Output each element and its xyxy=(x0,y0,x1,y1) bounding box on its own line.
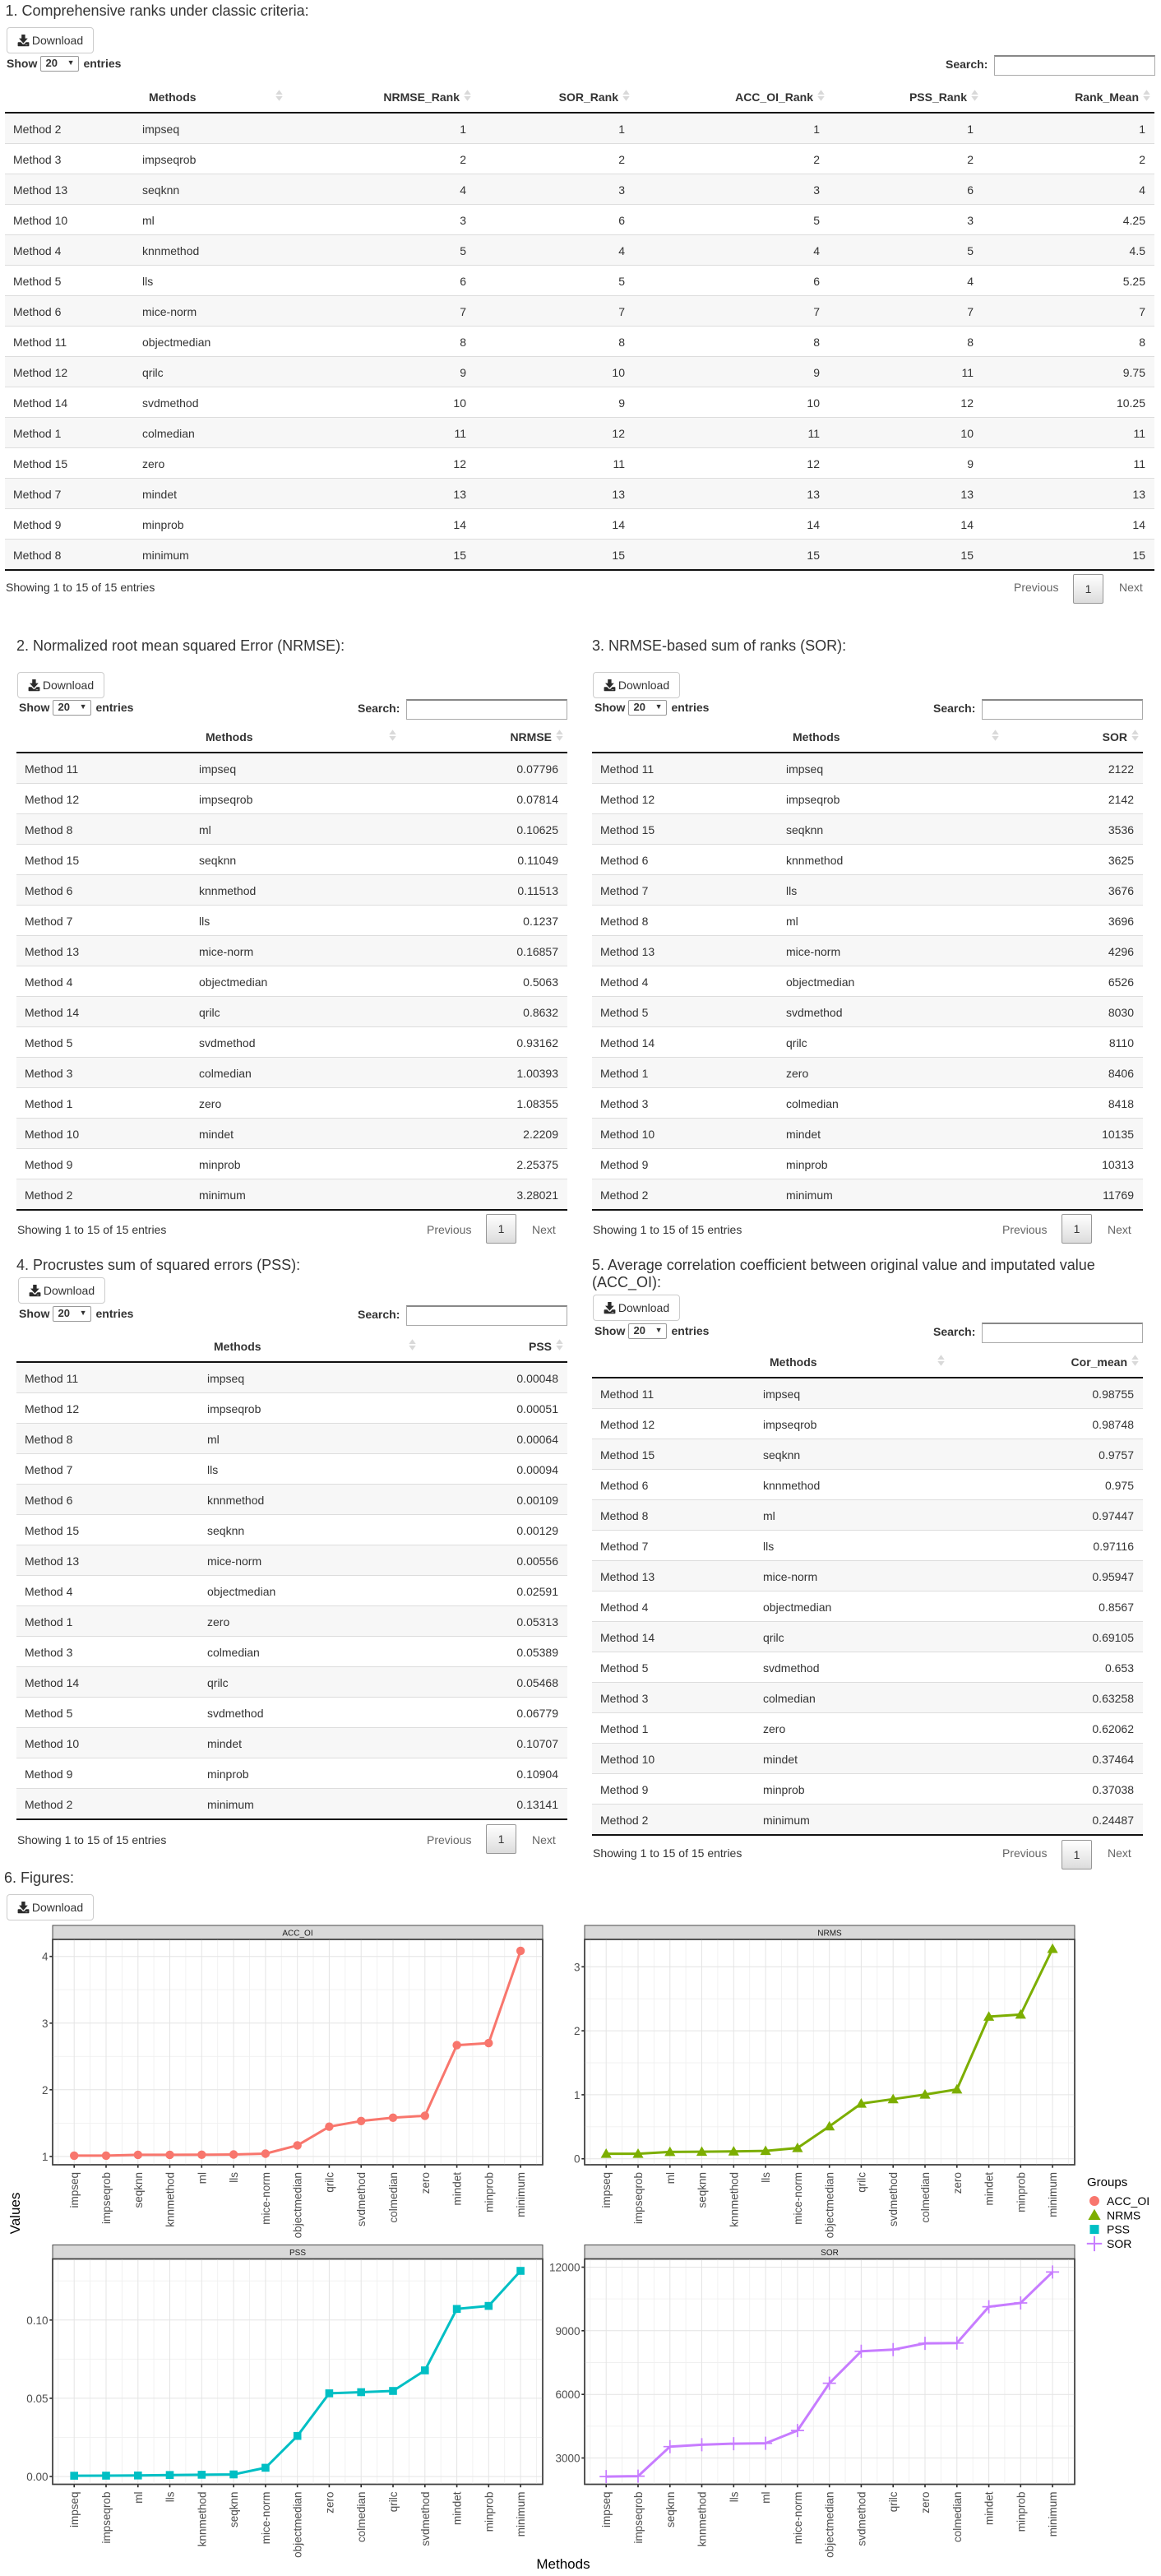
svg-text:SOR: SOR xyxy=(821,2249,839,2258)
svg-text:knnmethod: knnmethod xyxy=(696,2492,709,2547)
svg-text:1: 1 xyxy=(574,2089,580,2101)
svg-text:lls: lls xyxy=(760,2172,772,2183)
svg-text:colmedian: colmedian xyxy=(951,2492,964,2543)
svg-text:ACC_OI: ACC_OI xyxy=(1107,2194,1149,2208)
svg-text:12000: 12000 xyxy=(549,2262,580,2274)
svg-text:objectmedian: objectmedian xyxy=(824,2492,836,2558)
svg-text:1: 1 xyxy=(42,2151,49,2163)
svg-text:ml: ml xyxy=(664,2172,677,2184)
svg-text:ml: ml xyxy=(196,2172,208,2184)
svg-text:minimum: minimum xyxy=(515,2492,527,2537)
svg-text:impseq: impseq xyxy=(600,2492,613,2528)
svg-text:objectmedian: objectmedian xyxy=(292,2172,304,2238)
svg-text:impseq: impseq xyxy=(68,2172,81,2208)
svg-text:knnmethod: knnmethod xyxy=(164,2172,177,2227)
svg-text:svdmethod: svdmethod xyxy=(419,2492,432,2546)
svg-text:impseqrob: impseqrob xyxy=(632,2492,645,2544)
svg-text:mindet: mindet xyxy=(451,2491,464,2525)
svg-text:impseqrob: impseqrob xyxy=(100,2492,113,2544)
svg-text:qrilc: qrilc xyxy=(387,2491,400,2512)
svg-text:SOR: SOR xyxy=(1107,2237,1131,2250)
svg-text:seqknn: seqknn xyxy=(132,2172,145,2208)
svg-text:objectmedian: objectmedian xyxy=(292,2492,304,2558)
svg-text:lls: lls xyxy=(228,2172,240,2183)
svg-text:NRMS: NRMS xyxy=(817,1930,842,1939)
svg-text:svdmethod: svdmethod xyxy=(355,2172,368,2226)
svg-text:svdmethod: svdmethod xyxy=(855,2492,867,2546)
svg-text:seqknn: seqknn xyxy=(664,2492,677,2528)
svg-text:minimum: minimum xyxy=(515,2172,527,2217)
svg-text:ml: ml xyxy=(760,2492,772,2504)
svg-text:seqknn: seqknn xyxy=(228,2492,240,2528)
svg-text:ACC_OI: ACC_OI xyxy=(282,1930,312,1939)
svg-text:2: 2 xyxy=(574,2025,580,2037)
svg-text:4: 4 xyxy=(42,1951,49,1963)
svg-text:seqknn: seqknn xyxy=(696,2172,709,2208)
svg-text:knnmethod: knnmethod xyxy=(196,2492,208,2547)
svg-text:mindet: mindet xyxy=(983,2491,996,2525)
svg-text:qrilc: qrilc xyxy=(855,2172,867,2193)
svg-text:Methods: Methods xyxy=(536,2556,590,2572)
svg-text:3000: 3000 xyxy=(555,2453,580,2465)
svg-text:minprob: minprob xyxy=(483,2492,495,2532)
svg-text:zero: zero xyxy=(419,2172,432,2194)
svg-text:objectmedian: objectmedian xyxy=(824,2172,836,2238)
svg-text:mice-norm: mice-norm xyxy=(792,2172,804,2225)
svg-text:colmedian: colmedian xyxy=(919,2172,932,2223)
svg-text:colmedian: colmedian xyxy=(387,2172,400,2223)
svg-text:qrilc: qrilc xyxy=(323,2172,335,2193)
svg-text:Groups: Groups xyxy=(1087,2175,1127,2189)
svg-text:PSS: PSS xyxy=(1107,2223,1130,2236)
svg-text:0.10: 0.10 xyxy=(26,2314,48,2327)
svg-text:mice-norm: mice-norm xyxy=(792,2492,804,2545)
svg-text:minprob: minprob xyxy=(483,2172,495,2212)
svg-text:0.00: 0.00 xyxy=(26,2471,48,2483)
svg-text:6000: 6000 xyxy=(555,2388,580,2401)
svg-text:mindet: mindet xyxy=(983,2172,996,2206)
svg-text:svdmethod: svdmethod xyxy=(887,2172,900,2226)
svg-text:minprob: minprob xyxy=(1015,2172,1027,2212)
svg-text:impseq: impseq xyxy=(68,2492,81,2528)
svg-text:lls: lls xyxy=(728,2491,740,2502)
svg-text:minprob: minprob xyxy=(1015,2492,1027,2532)
svg-text:2: 2 xyxy=(42,2084,49,2096)
svg-text:impseq: impseq xyxy=(600,2172,613,2208)
svg-text:lls: lls xyxy=(164,2491,177,2502)
svg-text:impseqrob: impseqrob xyxy=(632,2172,645,2224)
svg-text:NRMS: NRMS xyxy=(1107,2208,1140,2222)
svg-text:minimum: minimum xyxy=(1047,2492,1059,2537)
svg-text:colmedian: colmedian xyxy=(355,2492,368,2543)
svg-text:0: 0 xyxy=(574,2153,580,2166)
svg-text:zero: zero xyxy=(951,2172,964,2194)
svg-text:qrilc: qrilc xyxy=(887,2491,900,2512)
svg-text:3: 3 xyxy=(42,2018,49,2030)
svg-text:mice-norm: mice-norm xyxy=(260,2492,272,2545)
svg-text:knnmethod: knnmethod xyxy=(728,2172,740,2227)
svg-text:impseqrob: impseqrob xyxy=(100,2172,113,2224)
svg-text:PSS: PSS xyxy=(289,2249,306,2258)
svg-text:Values: Values xyxy=(7,2193,23,2235)
svg-text:minimum: minimum xyxy=(1047,2172,1059,2217)
svg-text:9000: 9000 xyxy=(555,2325,580,2337)
svg-text:zero: zero xyxy=(919,2492,932,2513)
svg-text:ml: ml xyxy=(132,2492,145,2504)
svg-text:0.05: 0.05 xyxy=(26,2393,48,2405)
svg-text:mice-norm: mice-norm xyxy=(260,2172,272,2225)
svg-text:mindet: mindet xyxy=(451,2172,464,2206)
svg-text:zero: zero xyxy=(323,2492,335,2513)
svg-text:3: 3 xyxy=(574,1961,580,1973)
